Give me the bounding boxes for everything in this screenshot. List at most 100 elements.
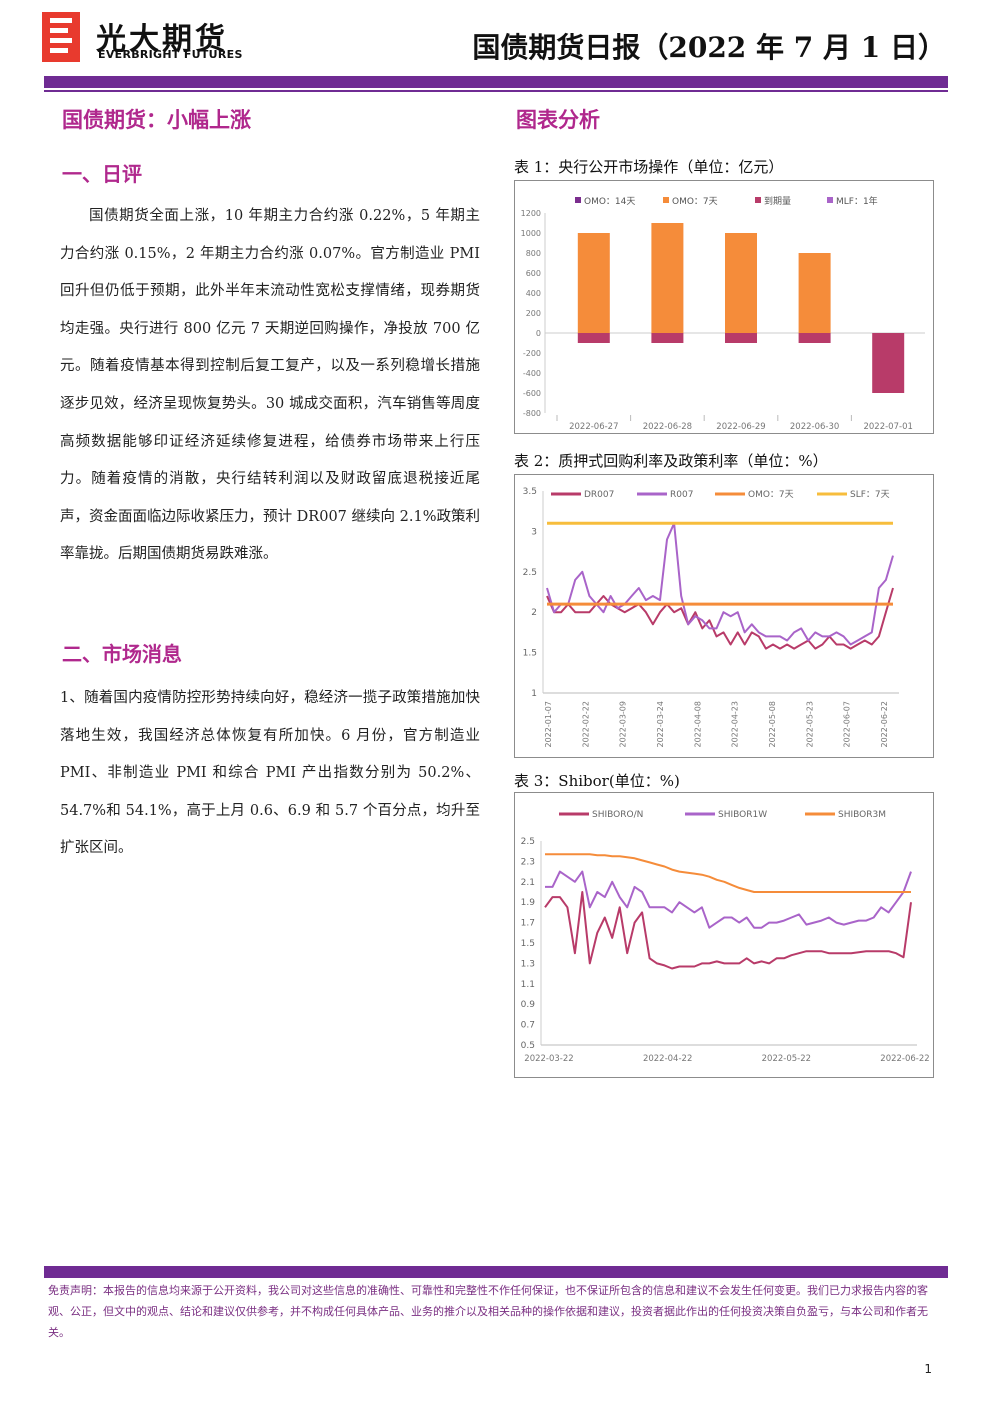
y-tick-label: 1.5: [521, 939, 535, 949]
x-tick-label: 2022-06-22: [880, 1054, 929, 1064]
logo-chinese-name: 光大期货: [96, 22, 228, 57]
legend-swatch: [827, 197, 833, 203]
chart2-title: 表 2：质押式回购利率及政策利率（单位：%）: [514, 452, 828, 470]
series-line: [546, 522, 894, 646]
chart3-shibor: 2.5 2.3 2.1 1.9 1.7 1.5 1.3 1.1 0.9 0.7 0.5 SHIBORO…: [514, 792, 934, 1078]
bar-omo7: [725, 233, 757, 333]
y-tick-label: 0.5: [521, 1041, 535, 1051]
chart3-title: 表 3：Shibor(单位：%): [514, 772, 680, 790]
y-tick-label: -400: [523, 369, 541, 378]
footer-divider: [44, 1266, 948, 1278]
daily-review-text: 国债期货全面上涨，10 年期主力合约涨 0.22%，5 年期主力合约涨 0.15…: [60, 208, 480, 563]
chart2-repo-rates: 3.5 3 2.5 2 1.5 1 DR007 R007 OMO：7天 SLF：7天 2022-01…: [514, 474, 934, 758]
series-line: [544, 891, 912, 970]
x-tick-label: 2022-05-23: [805, 701, 814, 748]
legend-label: 到期量: [764, 195, 791, 207]
bar-maturity: [798, 333, 831, 343]
y-tick-label: 1.1: [521, 980, 535, 990]
legend-swatch: [755, 197, 761, 203]
x-tick-label: 2022-04-08: [693, 701, 702, 748]
x-tick-label: 2022-06-27: [569, 422, 618, 432]
chart1-svg: OMO：14天 OMO：7天 到期量 MLF：1年 1200 1000 800 600 400 2…: [521, 195, 925, 432]
y-tick-label: 2.3: [521, 857, 535, 867]
legend-label: SLF：7天: [850, 490, 890, 500]
x-tick-label: 2022-06-07: [843, 701, 852, 748]
x-tick-label: 2022-07-01: [863, 422, 912, 432]
legend-label: SHIBOR3M: [838, 810, 886, 820]
bar-maturity: [872, 333, 905, 393]
y-tick-label: -200: [523, 349, 541, 358]
y-tick-label: 600: [526, 269, 541, 278]
legend-label: R007: [670, 490, 693, 500]
bar-maturity: [577, 333, 610, 343]
x-tick-label: 2022-06-30: [790, 422, 839, 432]
x-tick-label: 2022-01-07: [544, 701, 553, 748]
chart1-title: 表 1：央行公开市场操作（单位：亿元）: [514, 158, 784, 176]
bar-omo7: [798, 253, 831, 333]
legend-swatch: [663, 197, 669, 203]
legend-label: SHIBORO/N: [592, 810, 643, 820]
y-tick-label: 1.5: [523, 649, 537, 659]
section-title-daily-review: 一、日评: [62, 162, 142, 186]
logo-english-name: EVERBRIGHT FUTURES: [98, 48, 243, 61]
bar-omo7: [651, 223, 684, 333]
market-news-text: 1、随着国内疫情防控形势持续向好，稳经济一揽子政策措施加快落地生效，我国经济总体…: [60, 690, 480, 857]
legend-label: DR007: [584, 490, 614, 500]
section-title-market-news: 二、市场消息: [62, 642, 182, 666]
bar-omo7: [577, 233, 610, 333]
series-line: [546, 587, 894, 650]
legend-label: OMO：14天: [584, 197, 635, 207]
chart2-svg: 3.5 3 2.5 2 1.5 1 DR007 R007 OMO：7天 SLF：7天 2022-01…: [523, 487, 899, 748]
y-tick-label: 2.5: [521, 837, 535, 847]
y-tick-label: 0.7: [521, 1021, 535, 1031]
chart-analysis-title: 图表分析: [516, 107, 600, 132]
x-tick-label: 2022-05-08: [768, 701, 777, 748]
y-tick-label: 1.3: [521, 959, 535, 969]
x-tick-label: 2022-06-29: [716, 422, 765, 432]
company-logo-icon: [42, 12, 80, 62]
y-tick-label: 3: [531, 527, 537, 537]
legend-swatch: [575, 197, 581, 203]
page-number: 1: [924, 1362, 932, 1376]
series-line: [545, 870, 912, 929]
x-tick-label: 2022-04-23: [731, 701, 740, 748]
bar-maturity: [725, 333, 757, 343]
chart3-svg: 2.5 2.3 2.1 1.9 1.7 1.5 1.3 1.1 0.9 0.7 0.5 SHIBORO…: [521, 810, 930, 1064]
y-tick-label: 3.5: [523, 487, 537, 497]
y-tick-label: 2: [531, 608, 537, 618]
x-tick-label: 2022-02-22: [581, 701, 590, 748]
main-title: 国债期货：小幅上涨: [62, 107, 251, 132]
legend-label: MLF：1年: [836, 195, 878, 207]
bar-maturity: [651, 333, 684, 343]
y-tick-label: 1.7: [521, 919, 535, 929]
y-tick-label: 2.1: [521, 878, 535, 888]
y-tick-label: 2.5: [523, 568, 537, 578]
y-tick-label: 1200: [521, 209, 541, 218]
x-tick-label: 2022-03-09: [619, 701, 628, 748]
y-tick-label: 400: [526, 289, 541, 298]
y-tick-label: 0.9: [521, 1000, 536, 1010]
legend-label: OMO：7天: [748, 490, 794, 500]
y-tick-label: -600: [523, 389, 541, 398]
x-tick-label: 2022-05-22: [762, 1054, 811, 1064]
header-divider-line: [44, 90, 948, 92]
x-tick-label: 2022-04-22: [643, 1054, 692, 1064]
y-tick-label: 1000: [521, 229, 541, 238]
y-tick-label: 800: [526, 249, 541, 258]
legend-label: SHIBOR1W: [718, 810, 767, 820]
series-line: [545, 853, 911, 893]
y-tick-label: 200: [526, 309, 541, 318]
x-tick-label: 2022-06-28: [643, 422, 692, 432]
disclaimer-text: 免责声明：本报告的信息均来源于公开资料，我公司对这些信息的准确性、可靠性和完整性…: [48, 1284, 928, 1339]
x-tick-label: 2022-03-24: [656, 701, 665, 748]
chart1-omo-operations: OMO：14天 OMO：7天 到期量 MLF：1年 1200 1000 800 600 400 2…: [514, 180, 934, 434]
document-title: 国债期货日报（2022 年 7 月 1 日）: [472, 31, 946, 64]
y-tick-label: 1: [531, 689, 537, 699]
x-tick-label: 2022-03-22: [524, 1054, 573, 1064]
x-tick-label: 2022-06-22: [880, 701, 889, 748]
y-tick-label: 1.9: [521, 898, 536, 908]
header-divider: [44, 76, 948, 88]
y-tick-label: -800: [523, 409, 541, 418]
y-tick-label: 0: [536, 329, 541, 338]
legend-label: OMO：7天: [672, 197, 718, 207]
